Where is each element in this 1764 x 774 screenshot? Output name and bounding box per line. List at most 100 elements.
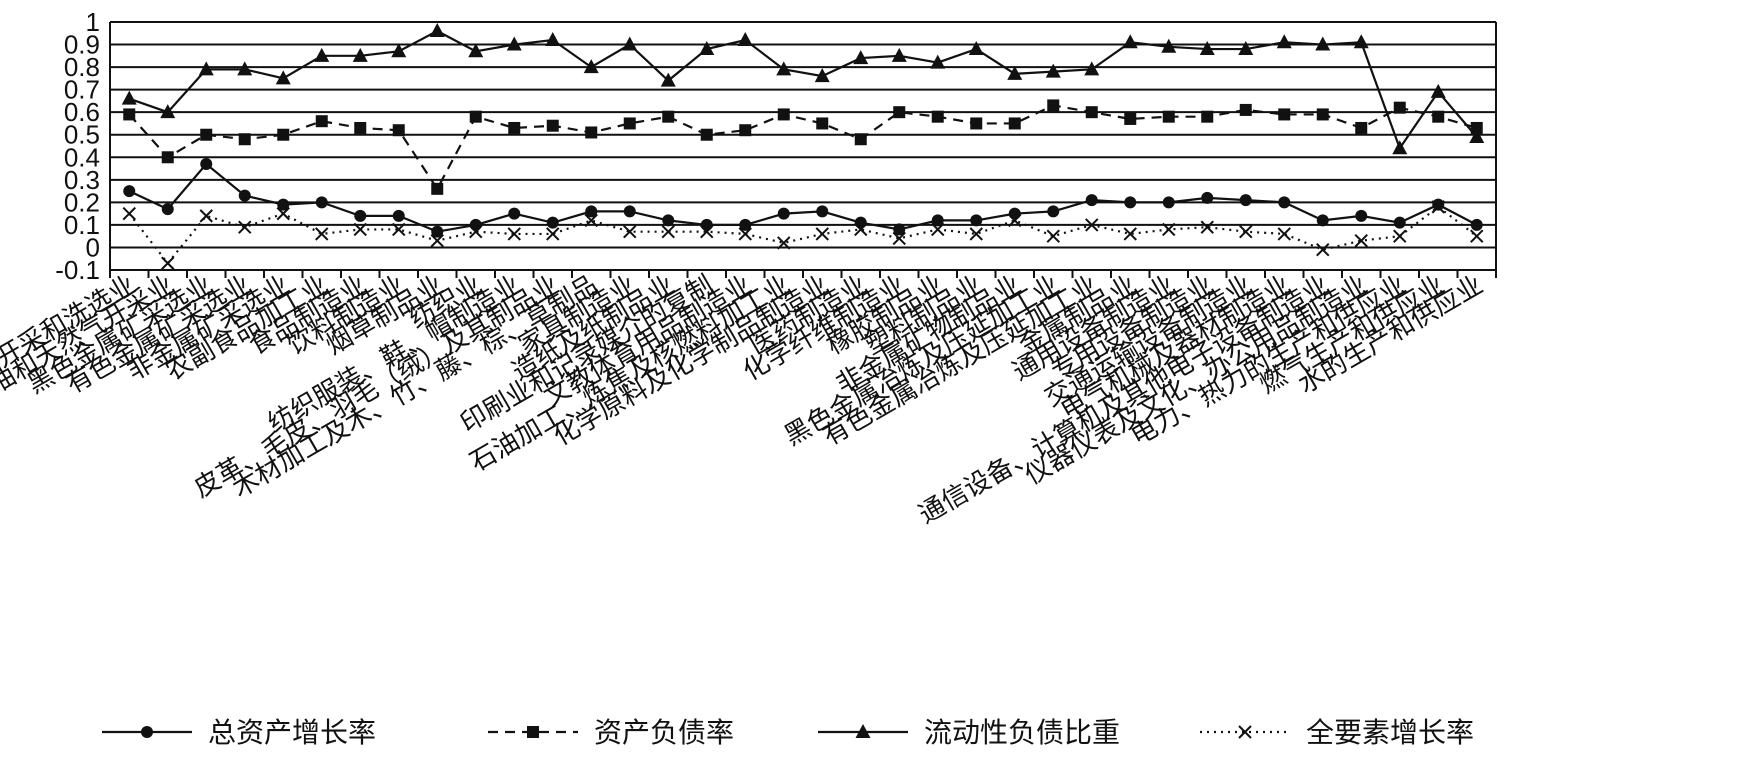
data-point <box>853 50 869 65</box>
data-point <box>1432 110 1445 123</box>
data-point <box>1201 191 1214 204</box>
data-point <box>584 213 598 228</box>
x-marker-stroke <box>892 231 906 246</box>
data-point <box>237 61 253 76</box>
data-point <box>161 203 174 216</box>
y-tick-label: 0.6 <box>64 97 100 127</box>
data-point <box>738 227 752 241</box>
series-group <box>121 23 1485 270</box>
data-point <box>776 61 792 76</box>
data-point <box>1008 213 1022 228</box>
y-tick-label: 0 <box>86 232 100 262</box>
y-tick-label: 1 <box>86 7 100 37</box>
data-point <box>122 206 136 221</box>
series-2 <box>123 99 1483 195</box>
data-point <box>1355 121 1368 134</box>
data-point <box>1354 233 1368 248</box>
data-point <box>354 209 367 222</box>
x-marker-stroke <box>700 224 714 239</box>
data-point <box>1277 227 1291 241</box>
data-point <box>891 47 907 62</box>
data-point <box>431 182 444 195</box>
data-point <box>700 218 713 231</box>
x-marker-stroke <box>430 233 444 248</box>
data-point <box>1084 61 1100 76</box>
x-marker-stroke <box>584 213 598 228</box>
data-point <box>429 23 445 38</box>
data-point <box>970 214 983 227</box>
data-point <box>1085 194 1098 207</box>
legend-item: 资产负债率 <box>488 716 734 749</box>
x-marker-stroke <box>1008 213 1022 228</box>
data-point <box>737 32 753 47</box>
data-point <box>353 222 367 237</box>
data-point <box>1085 218 1099 232</box>
x-marker-stroke <box>276 206 290 221</box>
data-point <box>1199 41 1215 56</box>
data-point <box>469 218 482 231</box>
data-point <box>1085 106 1098 119</box>
y-tick-label: 0.9 <box>64 30 100 60</box>
data-point <box>275 70 291 85</box>
data-point <box>1161 38 1177 53</box>
series-line <box>128 205 1478 266</box>
legend-item: 总资产增长率 <box>102 716 376 749</box>
data-point <box>1432 198 1445 211</box>
data-point <box>1007 65 1023 80</box>
x-marker-stroke <box>392 222 406 237</box>
x-marker-stroke <box>469 224 483 239</box>
x-marker-stroke <box>199 209 213 223</box>
y-tick-label: 0.8 <box>64 52 100 82</box>
series-1 <box>123 158 1483 238</box>
data-point <box>200 158 213 171</box>
data-point <box>1316 108 1329 121</box>
x-marker-stroke <box>353 222 367 237</box>
x-marker-stroke <box>1470 229 1484 243</box>
series-3 <box>121 23 1485 155</box>
legend-swatch-marker <box>855 724 871 738</box>
data-point <box>1278 108 1291 121</box>
data-point <box>160 104 176 119</box>
data-point <box>469 110 482 123</box>
legend-label: 总资产增长率 <box>208 716 376 749</box>
x-marker-stroke <box>122 206 136 221</box>
x-marker-stroke <box>969 227 983 241</box>
grid-lines <box>109 21 1497 278</box>
x-marker-stroke <box>546 227 560 241</box>
data-point <box>893 106 906 119</box>
y-axis-ticks: 10.90.80.70.60.50.40.30.20.10-0.1 <box>55 7 100 285</box>
data-point <box>1122 34 1138 49</box>
x-marker-stroke <box>1162 222 1176 237</box>
data-point <box>1162 222 1176 237</box>
data-point <box>931 110 944 123</box>
data-point <box>161 256 175 270</box>
x-marker-stroke <box>738 227 752 241</box>
x-marker-stroke <box>661 224 675 239</box>
data-point <box>931 214 944 227</box>
data-point <box>199 209 213 223</box>
data-point <box>123 108 136 121</box>
data-point <box>622 36 638 51</box>
data-point <box>893 223 906 236</box>
data-point <box>892 231 906 246</box>
data-point <box>238 220 252 234</box>
data-point <box>1315 36 1331 51</box>
data-point <box>469 224 483 239</box>
data-point <box>1046 229 1060 243</box>
y-tick-label: 0.2 <box>64 187 100 217</box>
x-marker-stroke <box>1085 218 1099 232</box>
series-line <box>128 29 1478 151</box>
data-point <box>662 110 675 123</box>
x-marker-stroke <box>1277 227 1291 241</box>
data-point <box>1431 200 1445 214</box>
data-point <box>585 205 598 218</box>
data-point <box>1430 83 1446 98</box>
y-tick-label: 0.3 <box>64 165 100 195</box>
data-point <box>315 115 328 128</box>
series-4 <box>122 200 1484 270</box>
data-point <box>660 72 676 87</box>
x-marker-stroke <box>1316 243 1330 257</box>
data-point <box>662 214 675 227</box>
legend-label: 全要素增长率 <box>1306 716 1474 749</box>
